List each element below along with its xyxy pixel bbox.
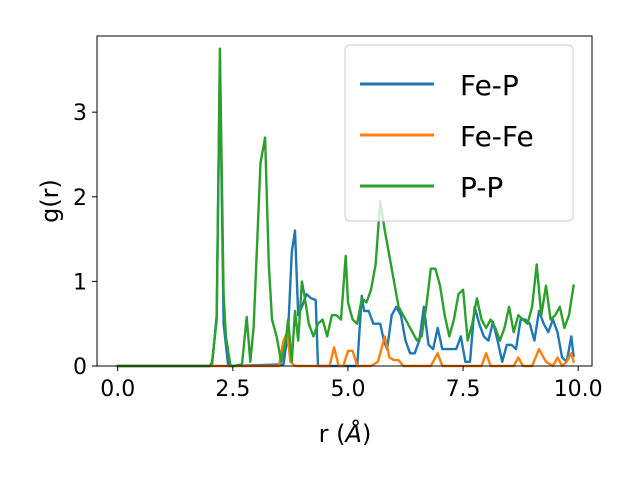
legend-label-fe-p: Fe-P <box>460 69 519 102</box>
y-tick-label: 0 <box>73 355 87 380</box>
plot-frame <box>96 35 593 367</box>
x-tick-label: 10.0 <box>554 377 603 402</box>
y-tick-label: 3 <box>73 101 87 126</box>
y-tick-label: 1 <box>73 270 87 295</box>
series-layer <box>116 47 576 368</box>
series-line-p-p <box>116 47 575 368</box>
x-tick-label: 7.5 <box>446 377 481 402</box>
y-axis-title: g(r) <box>36 179 64 223</box>
x-tick-label: 5.0 <box>330 377 365 402</box>
legend-label-p-p: P-P <box>460 171 503 204</box>
y-tick-label: 2 <box>73 186 87 211</box>
legend-frame <box>344 44 574 222</box>
series-line-fe-fe <box>116 331 576 368</box>
axes-layer: 0.0 2.5 5.0 7.5 10.0 0 1 2 3 <box>73 35 603 402</box>
legend-label-fe-fe: Fe-Fe <box>460 120 534 153</box>
x-axis-title: r (Å) <box>319 419 372 448</box>
x-tick-label: 2.5 <box>215 377 250 402</box>
legend: Fe-P Fe-Fe P-P <box>344 44 574 222</box>
x-tick-label: 0.0 <box>100 377 135 402</box>
